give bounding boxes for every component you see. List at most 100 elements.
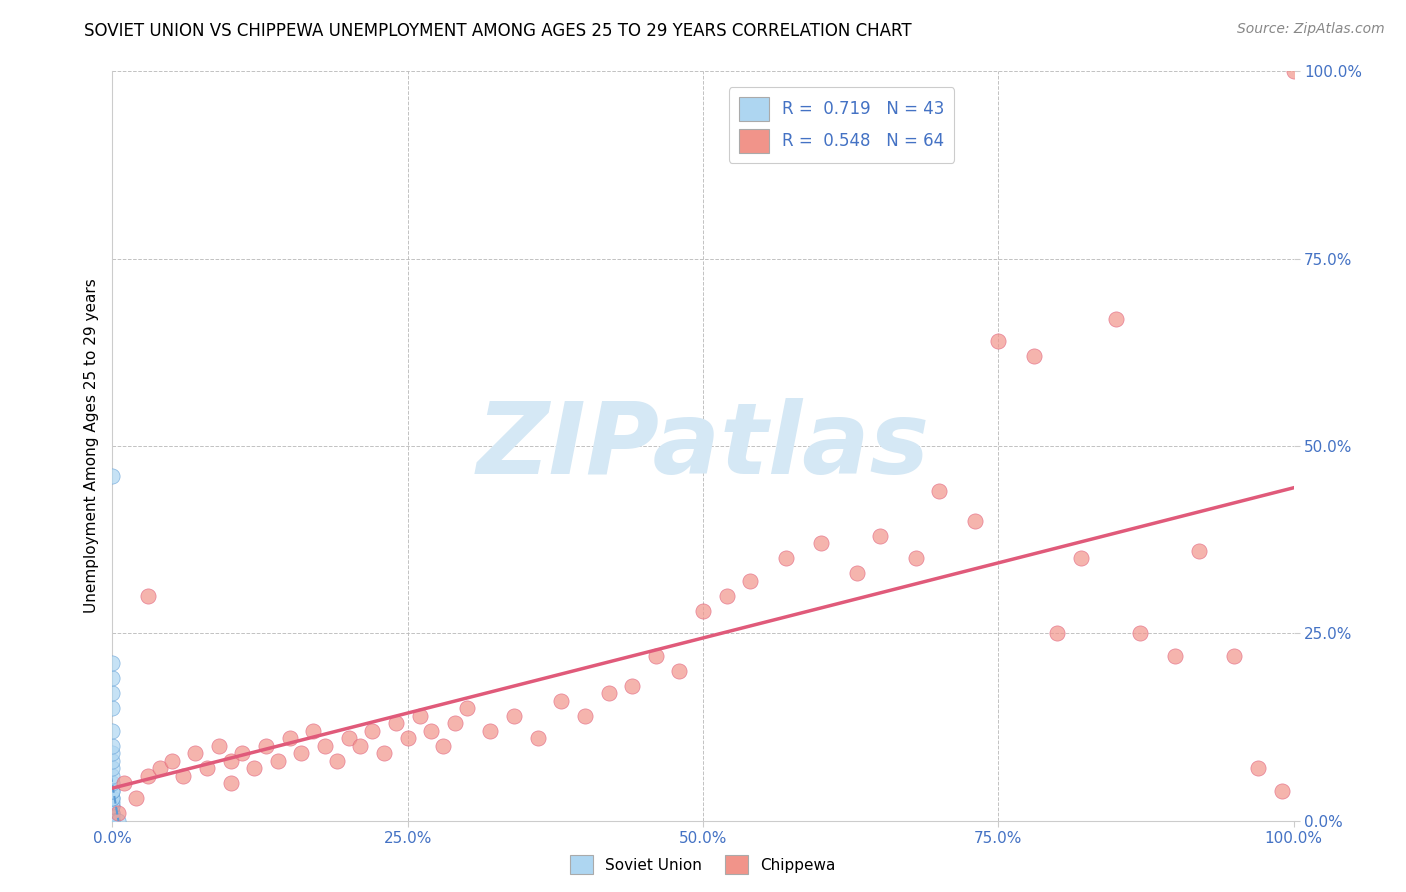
Point	[101, 806, 124, 821]
Point	[101, 754, 124, 768]
Point	[101, 814, 124, 828]
Point	[101, 814, 124, 828]
Point	[101, 814, 124, 828]
Point	[1188, 544, 1211, 558]
Point	[420, 723, 443, 738]
Point	[668, 664, 690, 678]
Point	[1022, 349, 1045, 363]
Point	[101, 798, 124, 813]
Point	[101, 686, 124, 700]
Point	[101, 814, 124, 828]
Point	[963, 514, 986, 528]
Point	[373, 746, 395, 760]
Legend: Soviet Union, Chippewa: Soviet Union, Chippewa	[564, 849, 842, 880]
Point	[550, 694, 572, 708]
Point	[219, 754, 242, 768]
Point	[101, 814, 124, 828]
Point	[101, 791, 124, 805]
Point	[302, 723, 325, 738]
Text: SOVIET UNION VS CHIPPEWA UNEMPLOYMENT AMONG AGES 25 TO 29 YEARS CORRELATION CHAR: SOVIET UNION VS CHIPPEWA UNEMPLOYMENT AM…	[84, 22, 912, 40]
Point	[101, 795, 124, 809]
Point	[1129, 626, 1152, 640]
Y-axis label: Unemployment Among Ages 25 to 29 years: Unemployment Among Ages 25 to 29 years	[83, 278, 98, 614]
Point	[101, 814, 124, 828]
Point	[692, 604, 714, 618]
Point	[444, 716, 467, 731]
Point	[101, 469, 124, 483]
Point	[1271, 783, 1294, 797]
Point	[184, 746, 207, 760]
Point	[1282, 64, 1305, 78]
Point	[644, 648, 666, 663]
Point	[385, 716, 408, 731]
Point	[810, 536, 832, 550]
Point	[408, 708, 430, 723]
Point	[107, 814, 129, 828]
Point	[314, 739, 336, 753]
Point	[621, 679, 644, 693]
Point	[107, 806, 129, 821]
Point	[396, 731, 419, 746]
Point	[1070, 551, 1092, 566]
Point	[101, 798, 124, 813]
Text: Source: ZipAtlas.com: Source: ZipAtlas.com	[1237, 22, 1385, 37]
Point	[231, 746, 253, 760]
Point	[136, 769, 159, 783]
Point	[1105, 311, 1128, 326]
Point	[740, 574, 762, 588]
Point	[243, 761, 266, 775]
Point	[101, 746, 124, 760]
Point	[432, 739, 454, 753]
Point	[503, 708, 526, 723]
Point	[337, 731, 360, 746]
Point	[101, 810, 124, 824]
Point	[101, 814, 124, 828]
Point	[101, 814, 124, 828]
Point	[101, 814, 124, 828]
Point	[208, 739, 231, 753]
Point	[479, 723, 502, 738]
Point	[456, 701, 478, 715]
Point	[136, 589, 159, 603]
Point	[574, 708, 596, 723]
Point	[928, 483, 950, 498]
Point	[101, 791, 124, 805]
Point	[160, 754, 183, 768]
Point	[101, 814, 124, 828]
Point	[101, 657, 124, 671]
Point	[349, 739, 371, 753]
Point	[101, 814, 124, 828]
Point	[290, 746, 312, 760]
Point	[101, 776, 124, 790]
Legend: R =  0.719   N = 43, R =  0.548   N = 64: R = 0.719 N = 43, R = 0.548 N = 64	[728, 87, 955, 162]
Point	[101, 761, 124, 775]
Point	[101, 814, 124, 828]
Point	[101, 814, 124, 828]
Point	[987, 334, 1010, 348]
Point	[845, 566, 868, 581]
Point	[219, 776, 242, 790]
Point	[101, 701, 124, 715]
Point	[112, 776, 135, 790]
Point	[101, 814, 124, 828]
Point	[101, 739, 124, 753]
Point	[149, 761, 172, 775]
Point	[1223, 648, 1246, 663]
Point	[526, 731, 548, 746]
Point	[1247, 761, 1270, 775]
Point	[101, 806, 124, 821]
Point	[101, 783, 124, 797]
Point	[172, 769, 194, 783]
Point	[101, 814, 124, 828]
Point	[101, 814, 124, 828]
Point	[195, 761, 218, 775]
Point	[101, 671, 124, 685]
Point	[101, 814, 124, 828]
Point	[254, 739, 277, 753]
Point	[775, 551, 797, 566]
Point	[598, 686, 620, 700]
Point	[101, 814, 124, 828]
Point	[101, 814, 124, 828]
Point	[278, 731, 301, 746]
Point	[361, 723, 384, 738]
